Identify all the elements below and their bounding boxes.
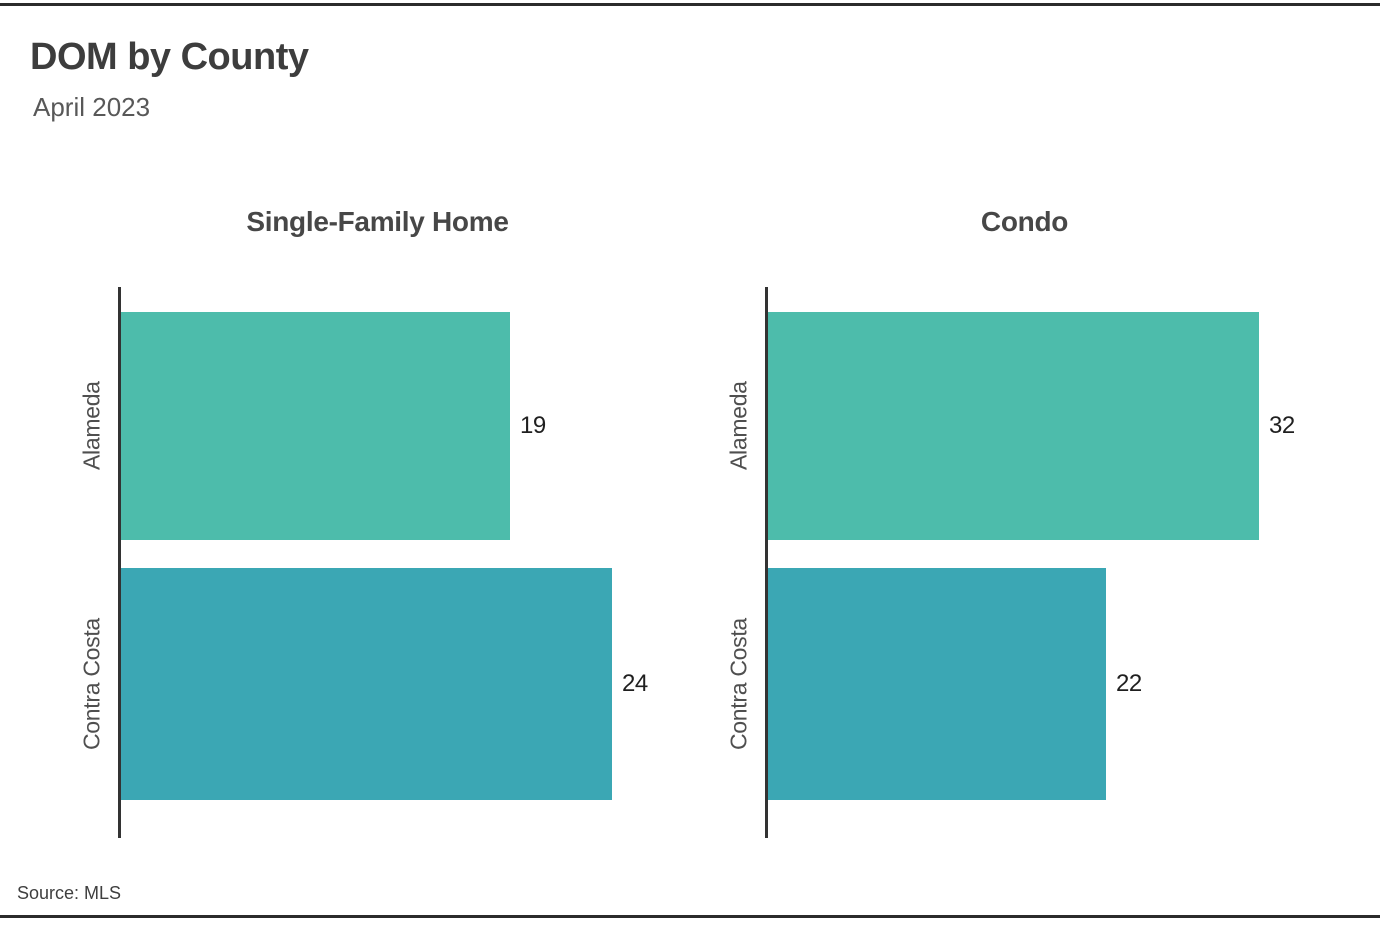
value-label-contra-costa: 22 bbox=[1116, 670, 1142, 697]
category-label-alameda: Alameda bbox=[725, 381, 752, 471]
category-label-contra-costa: Contra Costa bbox=[78, 618, 105, 750]
source-note: Source: MLS bbox=[17, 883, 122, 903]
plot-area-condo: 32 Alameda 22 Contra Costa bbox=[726, 287, 1295, 838]
bar-alameda bbox=[121, 312, 510, 540]
bar-contra-costa bbox=[768, 568, 1106, 800]
value-label-alameda: 32 bbox=[1269, 412, 1295, 439]
value-label-contra-costa: 24 bbox=[622, 670, 648, 697]
category-label-alameda: Alameda bbox=[78, 381, 105, 471]
value-label-alameda: 19 bbox=[520, 412, 546, 439]
chart-subtitle: April 2023 bbox=[33, 92, 151, 122]
panel-title-condo: Condo bbox=[980, 206, 1069, 237]
chart-title: DOM by County bbox=[30, 36, 309, 78]
bar-contra-costa bbox=[121, 568, 612, 800]
top-border-rule bbox=[0, 3, 1380, 6]
category-label-contra-costa: Contra Costa bbox=[725, 618, 752, 750]
bottom-border-rule bbox=[0, 915, 1380, 918]
plot-area-single-family-home: 19 Alameda 24 Contra Costa bbox=[79, 287, 648, 838]
panel-title-single-family-home: Single-Family Home bbox=[246, 206, 509, 237]
bar-alameda bbox=[768, 312, 1259, 540]
